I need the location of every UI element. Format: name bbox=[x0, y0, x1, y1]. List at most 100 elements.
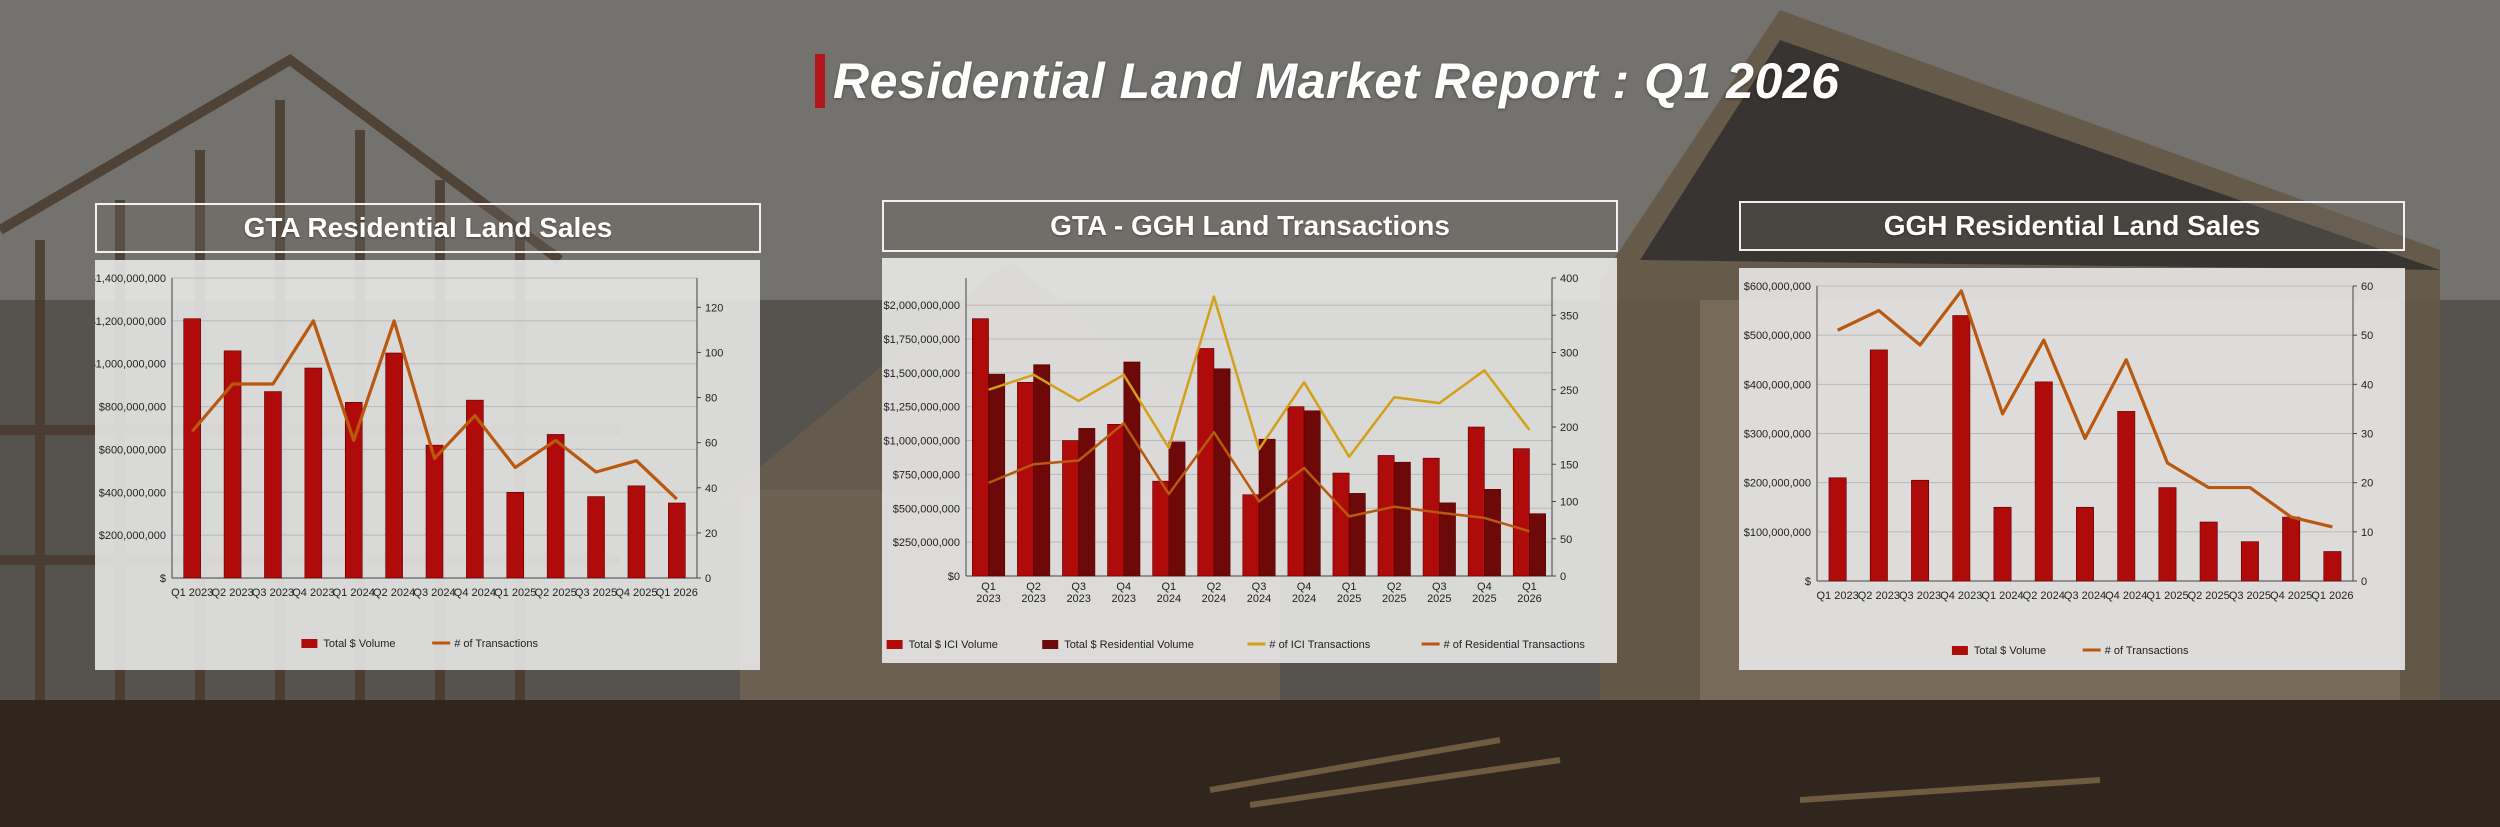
chart-svg-gta-residential: $ $200,000,000 $400,000,000 $600,000,000 $80… bbox=[95, 273, 723, 650]
x-tick-label: Q2 2023 bbox=[1858, 590, 1900, 602]
y-right-tick-label: 0 bbox=[705, 573, 711, 585]
bar-total-residential-volume bbox=[1213, 368, 1231, 577]
x-tick-label-line: 2023 bbox=[1066, 593, 1090, 605]
bar-total-volume bbox=[344, 401, 363, 579]
y-left-tick-label: $300,000,000 bbox=[1744, 429, 1811, 441]
y-left-tick-label: $600,000,000 bbox=[1744, 281, 1811, 293]
x-tick-label: Q4 2024 bbox=[1292, 581, 1316, 605]
bar-total-ici-volume bbox=[972, 318, 989, 577]
y-right-tick-label: 0 bbox=[1560, 571, 1566, 583]
x-tick-label: Q2 2025 bbox=[1382, 581, 1406, 605]
y-left-tick-label: $1,000,000,000 bbox=[884, 436, 960, 448]
x-tick-label: Q1 2025 bbox=[2146, 590, 2188, 602]
bar-total-volume bbox=[304, 367, 323, 579]
x-tick-label: Q2 2024 bbox=[373, 587, 415, 599]
x-tick-label-line: Q4 bbox=[1477, 581, 1492, 593]
bar-total-volume bbox=[546, 434, 565, 579]
x-tick-label-line: Q2 bbox=[1207, 581, 1222, 593]
x-tick-label: Q1 2025 bbox=[1337, 581, 1361, 605]
x-tick-label-line: Q4 bbox=[1297, 581, 1312, 593]
bar-total-residential-volume bbox=[1484, 489, 1501, 577]
x-tick-label: Q3 2025 bbox=[2229, 590, 2271, 602]
bar-total-volume bbox=[2034, 381, 2053, 582]
x-tick-label: Q1 2024 bbox=[1981, 590, 2023, 602]
y-left-tick-label: $1,750,000,000 bbox=[884, 334, 960, 346]
bar-total-residential-volume bbox=[1439, 502, 1456, 577]
bar-total-volume bbox=[2323, 551, 2342, 582]
y-left-tick-label: $500,000,000 bbox=[893, 503, 960, 515]
bar-total-volume bbox=[2158, 487, 2177, 582]
bar-total-volume bbox=[1952, 315, 1971, 582]
legend-label: # of Transactions bbox=[454, 638, 538, 650]
x-tick-label: Q1 2026 bbox=[656, 587, 698, 599]
bar-total-volume bbox=[2199, 521, 2218, 582]
x-tick-label: Q2 2024 bbox=[1202, 581, 1226, 605]
bar-total-ici-volume bbox=[1287, 406, 1305, 577]
x-tick-label: Q2 2023 bbox=[211, 587, 253, 599]
bar-total-ici-volume bbox=[1377, 455, 1395, 577]
x-tick-label-line: Q1 bbox=[1342, 581, 1357, 593]
bar-total-volume bbox=[506, 491, 525, 579]
x-tick-label: Q4 2023 bbox=[292, 587, 334, 599]
x-tick-label: Q4 2024 bbox=[2105, 590, 2147, 602]
legend-label: Total $ ICI Volume bbox=[909, 639, 998, 651]
x-tick-label: Q2 2025 bbox=[535, 587, 577, 599]
y-left-tick-label: $500,000,000 bbox=[1744, 330, 1811, 342]
x-tick-label-line: Q1 bbox=[1162, 581, 1177, 593]
bar-total-ici-volume bbox=[1152, 480, 1170, 577]
y-right-tick-label: 350 bbox=[1560, 310, 1578, 322]
y-right-tick-label: 20 bbox=[705, 528, 717, 540]
x-tick-label-line: Q3 bbox=[1252, 581, 1267, 593]
y-left-tick-label: $200,000,000 bbox=[99, 530, 166, 542]
bar-total-residential-volume bbox=[1258, 438, 1276, 577]
chart-ggh-residential: $ $100,000,000 $200,000,000 $300,000,000 $40… bbox=[1739, 268, 2405, 670]
y-right-tick-label: 400 bbox=[1560, 273, 1578, 285]
y-left-tick-label: $800,000,000 bbox=[99, 402, 166, 414]
y-right-tick-label: 300 bbox=[1560, 348, 1578, 360]
bar-total-volume bbox=[2117, 411, 2136, 582]
x-tick-label: Q1 2024 bbox=[333, 587, 375, 599]
x-tick-label-line: 2024 bbox=[1292, 593, 1316, 605]
y-left-tick-label: $400,000,000 bbox=[99, 487, 166, 499]
y-left-tick-label: $200,000,000 bbox=[1744, 478, 1811, 490]
x-tick-label: Q1 2023 bbox=[1817, 590, 1859, 602]
y-right-tick-label: 10 bbox=[2361, 527, 2373, 539]
bar-total-volume bbox=[668, 502, 686, 579]
bar-total-volume bbox=[2240, 541, 2259, 582]
panel-title-gta-ggh: GTA - GGH Land Transactions bbox=[882, 200, 1618, 252]
chart-gta-residential: $ $200,000,000 $400,000,000 $600,000,000 $80… bbox=[95, 260, 760, 670]
bar-total-ici-volume bbox=[1107, 423, 1125, 577]
bar-total-residential-volume bbox=[1078, 428, 1096, 577]
bar-total-volume bbox=[223, 350, 242, 579]
bar-total-residential-volume bbox=[1529, 513, 1546, 577]
legend-swatch-bar bbox=[1042, 640, 1059, 649]
bar-total-ici-volume bbox=[1332, 472, 1350, 577]
legend-label: Total $ Residential Volume bbox=[1064, 639, 1194, 651]
y-right-tick-label: 60 bbox=[2361, 281, 2373, 293]
bar-total-residential-volume bbox=[1123, 361, 1141, 577]
legend-label: # of Transactions bbox=[2105, 645, 2189, 657]
y-right-tick-label: 30 bbox=[2361, 429, 2373, 441]
bar-total-volume bbox=[1828, 477, 1847, 582]
y-right-tick-label: 150 bbox=[1560, 459, 1578, 471]
x-tick-label-line: Q4 bbox=[1116, 581, 1131, 593]
y-left-tick-label: $1,400,000,000 bbox=[95, 273, 166, 285]
x-tick-label-line: Q2 bbox=[1387, 581, 1402, 593]
x-tick-label: Q1 2023 bbox=[976, 581, 1000, 605]
line--of-residential-transactions bbox=[988, 422, 1530, 533]
x-tick-label-line: 2025 bbox=[1337, 593, 1361, 605]
bar-total-residential-volume bbox=[1033, 364, 1051, 577]
y-right-tick-label: 50 bbox=[1560, 534, 1572, 546]
x-tick-label-line: 2023 bbox=[976, 593, 1000, 605]
x-tick-label: Q2 2025 bbox=[2188, 590, 2230, 602]
legend-swatch-bar bbox=[301, 639, 318, 648]
y-left-tick-label: $ bbox=[1805, 576, 1811, 588]
x-tick-label-line: Q3 bbox=[1071, 581, 1086, 593]
bar-total-volume bbox=[264, 391, 282, 579]
x-tick-label-line: Q1 bbox=[1522, 581, 1537, 593]
bar-total-volume bbox=[2076, 506, 2094, 582]
x-tick-label-line: 2025 bbox=[1382, 593, 1406, 605]
x-tick-label-line: Q3 bbox=[1432, 581, 1447, 593]
bar-total-volume bbox=[1993, 506, 2012, 582]
bar-total-volume bbox=[627, 485, 646, 579]
